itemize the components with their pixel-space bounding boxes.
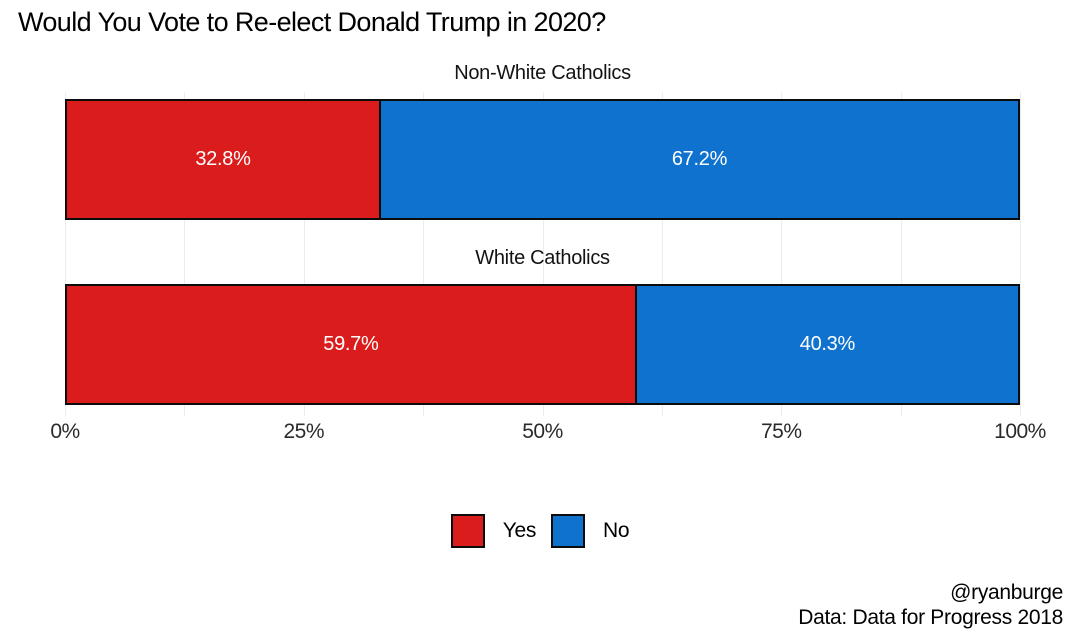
gridline: [661, 92, 663, 416]
bar-segment-yes: 59.7%: [67, 286, 635, 403]
bar-segment-value-label: 59.7%: [323, 333, 379, 355]
legend-swatch-no: [551, 514, 586, 548]
facet-label-white-catholics: White Catholics: [475, 247, 610, 269]
stacked-bar-non-white-catholics: 32.8% 67.2%: [65, 99, 1020, 220]
attribution-handle: @ryanburge: [950, 581, 1063, 604]
gridline: [303, 92, 305, 416]
facet-label-non-white-catholics: Non-White Catholics: [454, 62, 631, 84]
gridline: [900, 92, 902, 416]
attribution: @ryanburge Data: Data for Progress 2018: [798, 580, 1063, 630]
x-axis-tick-75: 75%: [760, 420, 802, 443]
plot-gridlines: [65, 92, 1021, 416]
gridline: [65, 92, 66, 416]
legend-label-yes: Yes: [502, 519, 537, 542]
gridline: [781, 92, 783, 416]
gridline: [184, 92, 186, 416]
gridline: [423, 92, 425, 416]
legend: Yes No: [0, 514, 1080, 548]
stacked-bar-white-catholics: 59.7% 40.3%: [65, 284, 1020, 405]
x-axis-tick-50: 50%: [522, 420, 563, 443]
bar-segment-value-label: 32.8%: [195, 148, 251, 170]
x-axis-tick-25: 25%: [283, 420, 325, 443]
x-axis: 0% 25% 50% 75% 100%: [50, 420, 1046, 448]
bar-segment-no: 67.2%: [378, 101, 1018, 218]
attribution-source: Data: Data for Progress 2018: [798, 606, 1063, 629]
bar-segment-yes: 32.8%: [67, 101, 379, 218]
gridline: [1020, 92, 1021, 416]
gridline: [542, 92, 544, 416]
chart-title: Would You Vote to Re-elect Donald Trump …: [18, 7, 606, 37]
x-axis-tick-100: 100%: [994, 420, 1046, 443]
bar-segment-value-label: 67.2%: [671, 148, 728, 170]
bar-segment-no: 40.3%: [634, 286, 1018, 403]
legend-swatch-yes: [450, 514, 485, 548]
legend-label-no: No: [603, 519, 630, 542]
legend-item-yes: Yes: [450, 514, 537, 548]
bar-segment-value-label: 40.3%: [799, 333, 856, 355]
legend-item-no: No: [551, 514, 630, 548]
x-axis-tick-0: 0%: [50, 420, 80, 443]
